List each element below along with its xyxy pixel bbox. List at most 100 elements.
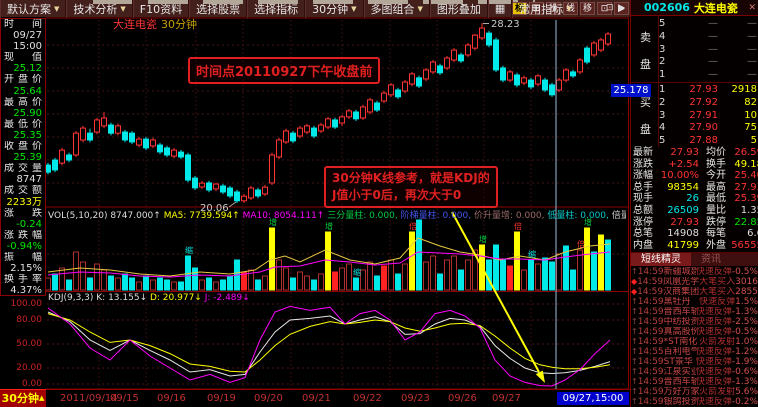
chart-tool-icons: 标 ⊞ 投线移 ⊡ ▶ [512,2,629,15]
feed-row[interactable]: ↑14:59新疆城建快速反弹-0.5% [631,267,758,277]
feed-row[interactable]: ◆ 14:59 凤凰光学 大笔买入 3016 [631,277,758,287]
feed-row[interactable]: ↑14:59中纺投资快速反弹-2.5% [631,317,758,327]
menu-item-3[interactable]: 选择股票 [189,0,248,18]
info-label: 涨跌幅 [4,229,42,241]
stat-label: 总手 [633,181,653,193]
cursor-time-label: 09/27,15:00 [557,392,629,405]
tab-short-genie[interactable]: 短线精灵 [631,253,691,266]
buy-volume: 75 [744,122,757,134]
sell-volume: — [747,18,757,29]
annotation-line-2: J值小于0后，再次大于0 [332,187,462,202]
stat-value: 25.39 [734,193,758,205]
sell-price: — [708,30,718,42]
feed-value: 1.5% [735,297,758,307]
feed-event: 火箭发射 [699,337,736,347]
menu-item-7[interactable]: 图形叠加 [429,0,488,18]
menu-item-2[interactable]: F10资料 [132,0,190,18]
feed-event: 快速反弹 [695,367,732,377]
chevron-down-icon: ▼ [417,4,423,13]
sell-row[interactable]: 3 — — [659,44,758,57]
level-number: 3 [659,43,666,55]
feed-value: 2855 [735,287,758,297]
up-arrow-icon: ↑ [631,397,638,406]
menu-item-8[interactable]: ▦ [487,0,513,18]
menu-items: 默认方案 ▼ 技术分析 ▼ F10资料 选择股票 选择指标 30分钟 ▼ 多图组合 ▼ 图形叠加 ▦ 常用… [0,0,579,18]
feed-row[interactable]: ↑14:59晋西车轴快速反弹-1.3% [631,307,758,317]
feed-stock: 万好万家 [663,387,700,397]
menu-item-4[interactable]: 选择指标 [247,0,306,18]
kdj-layer [47,305,611,387]
feed-time: 14:59 [637,387,664,397]
feed-time: 14:59 [637,267,664,277]
feed-row[interactable]: ↑ 14:59 *ST南化 火箭发射 1.0% [631,337,758,347]
feed-row[interactable]: ↑14:55百利电气快速反弹-1.2% [631,347,758,357]
menu-item-5[interactable]: 30分钟 ▼ [305,0,364,18]
feed-row[interactable]: ◆ 14:59 汉商集团 大笔买入 2855 [631,287,758,297]
feed-event: 快速反弹 [695,357,732,367]
tool-button-3[interactable]: 线 [563,2,578,15]
period-button[interactable]: 30分钟▲ [0,389,46,407]
feed-row[interactable]: ↑ 14:59 ST景华 快速反弹 -1.9% [631,357,758,367]
buy-row[interactable]: 4 27.90 75 [659,122,758,135]
tool-button-1[interactable]: ⊞ [529,2,544,15]
window-icon[interactable]: ⊡ [606,3,614,13]
info-label: 收盘价 [4,141,42,153]
stat-value: +2.54 [668,158,699,170]
play-icon[interactable]: ▶ [618,3,625,13]
sell-row[interactable]: 5 — — [659,18,758,31]
tab-news[interactable]: 资讯 [701,254,721,265]
menu-item-1[interactable]: 技术分析 ▼ [66,0,133,18]
buy-row[interactable]: 1 27.93 2918 [659,84,758,97]
feed-time: 14:59 [637,337,664,347]
info-label: 现 值 [4,52,42,64]
chart-title-stock: 大连电瓷 [113,18,157,31]
up-arrow-icon: ↑ [631,377,638,386]
stat-label: 涨跌 [633,158,653,170]
tool-button-5[interactable]: ⊡ [597,2,612,15]
menu-item-6[interactable]: 多图组合 ▼ [363,0,430,18]
tool-button-6[interactable]: ▶ [614,2,629,15]
feed-row[interactable]: ↑14:59晋西车轴快速反弹-1.3% [631,377,758,387]
buy-row[interactable]: 3 27.91 10 [659,110,758,123]
stat-label: 涨停 [633,216,653,228]
axis-date-label: 09/19 [207,393,236,404]
up-arrow-icon: ↑ [631,317,638,326]
feed-time: 14:55 [637,347,664,357]
sell-row[interactable]: 1 — — [659,69,758,82]
tool-button-4[interactable]: 移 [580,2,595,15]
feed-row[interactable]: ↑14:59真高股份快速反弹-0.5% [631,327,758,337]
tool-button-2[interactable]: 投 [546,2,561,15]
axis-date-label: 09/21 [302,393,331,404]
stat-label: 均价 [706,147,726,158]
feed-stock: 银鸽投资 [663,397,696,407]
stat-value: 25.40 [734,170,758,182]
feed-time: 14:59 [637,397,664,407]
stat-value: 14908 [667,228,699,240]
orderbook-divider [658,16,659,147]
stat-row: 内盘 41799 外盘 56555 [633,240,758,252]
feed-row[interactable]: ↑14:59银鸽投资快速反弹-0.2% [631,397,758,407]
menu-item-9[interactable]: 常用指标 ▼ [512,0,579,18]
feed-event: 快速反弹 [695,347,732,357]
level-number: 1 [659,69,666,81]
menu-item-0[interactable]: 默认方案 ▼ [0,0,67,18]
annotation-arrow [451,211,545,383]
buy-row[interactable]: 2 27.92 82 [659,97,758,110]
sell-row[interactable]: 2 — — [659,56,758,69]
menu-item-label: 技术分析 [73,2,118,16]
stat-value: 26509 [667,204,699,216]
stat-row: 涨幅 10.00% 今开 25.40 [633,170,758,182]
feed-row[interactable]: ↑14:59江泉实业快速反弹-0.6% [631,367,758,377]
close-icon[interactable]: ✕ [748,2,756,13]
feed-row[interactable]: ↑ 14:59 万好万家 火箭发射 5.6% [631,387,758,397]
sell-row[interactable]: 4 — — [659,31,758,44]
stat-label: 总额 [633,204,653,216]
stat-value: 26 [686,193,699,205]
up-arrow-icon: ↑ [631,367,638,376]
info-value: 25.90 [13,107,42,119]
vol-indicator-text: 倍量: 0.000, [611,211,626,219]
stat-label: 量比 [706,204,726,216]
feed-row[interactable]: ↑ 14:59 黑牡丹 快速反弹 1.5% [631,297,758,307]
buy-row[interactable]: 5 27.88 5 [659,135,758,148]
